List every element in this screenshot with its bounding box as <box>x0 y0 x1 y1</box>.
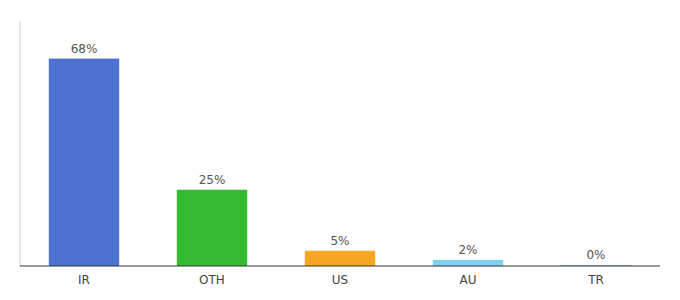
bar <box>49 59 119 266</box>
x-axis-line <box>20 266 660 267</box>
chart-svg: IR OTH US AU TR 68% 25% 5% 2% 0% <box>0 0 680 300</box>
data-label: 68% <box>71 42 98 56</box>
bars <box>49 59 631 266</box>
chart-container: IR OTH US AU TR 68% 25% 5% 2% 0% <box>0 0 680 300</box>
x-tick-label: OTH <box>199 273 225 287</box>
bar <box>177 190 247 266</box>
x-tick-label: TR <box>587 273 604 287</box>
bar <box>305 251 375 266</box>
data-label: 2% <box>458 243 477 257</box>
x-tick-label: IR <box>78 273 90 287</box>
y-axis-line <box>20 22 21 266</box>
data-label: 0% <box>586 248 605 262</box>
bar <box>433 260 503 266</box>
data-label: 5% <box>330 234 349 248</box>
x-tick-label: US <box>332 273 348 287</box>
data-label: 25% <box>199 173 226 187</box>
x-tick-label: AU <box>460 273 477 287</box>
